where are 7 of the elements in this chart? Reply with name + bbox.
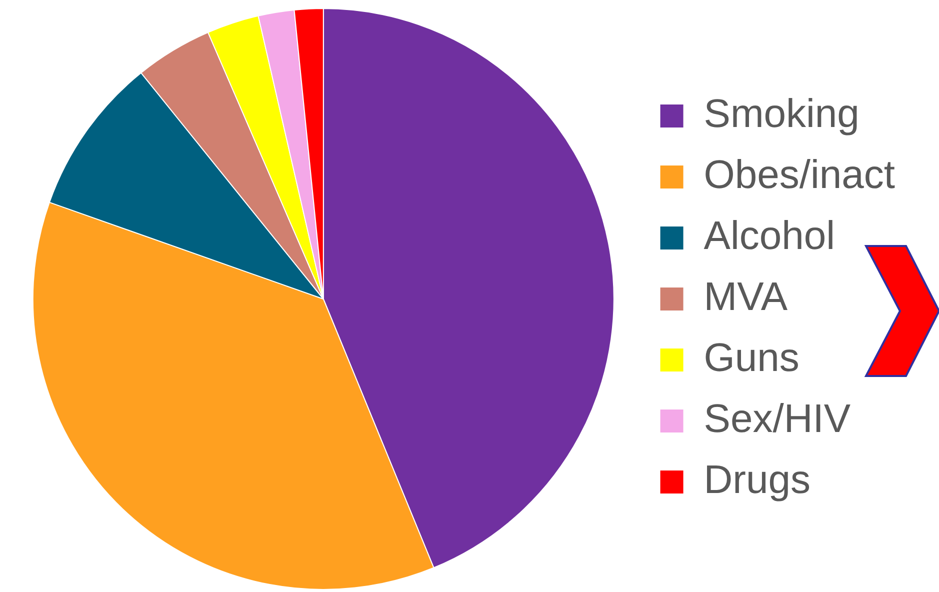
legend-label: Alcohol (704, 214, 835, 258)
legend-label: Obes/inact (704, 153, 896, 198)
legend-label: Sex/HIV (704, 397, 851, 442)
legend-label: Smoking (704, 92, 860, 136)
legend-label: Drugs (704, 458, 810, 502)
legend-label: Guns (704, 336, 800, 380)
legend-label: MVA (704, 275, 788, 320)
